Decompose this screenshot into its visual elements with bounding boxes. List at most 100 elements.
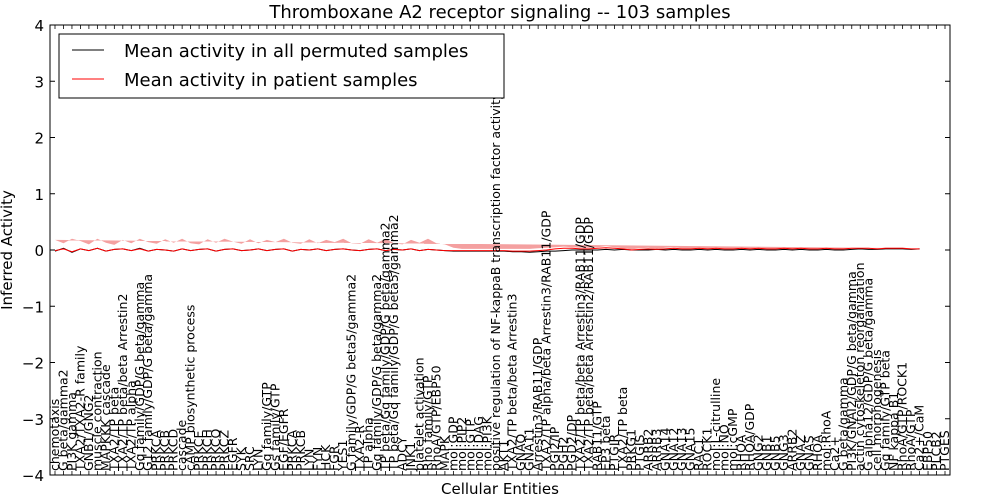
x-tick-label: G12 family/GDP/G beta/gamma — [140, 274, 155, 471]
x-tick-label: TP beta/Gq family/GDP/G beta5/gamma2 — [386, 214, 401, 472]
x-tick-label: mol:L-citrulline — [708, 378, 723, 471]
x-tick-label: TXA2/TP beta — [615, 387, 630, 472]
x-tick-label: RHOA — [734, 434, 749, 471]
x-tick-label: RhoA/GTP — [903, 409, 918, 471]
x-tick-label: GNB5 — [768, 435, 783, 471]
x-tick-label: TXA2/TP alpha — [123, 380, 138, 472]
x-tick-label: RhoA/GTP/ROCK1 — [895, 362, 910, 471]
x-tick-label: PGH2 — [556, 436, 571, 471]
x-tick-label: GNB1 — [759, 435, 774, 471]
x-tick-label: Gq family/GTP — [259, 382, 274, 471]
x-tick-label: GNG2 — [751, 434, 766, 471]
x-tick-label: mol:cGMP — [725, 408, 740, 471]
x-tick-label: NF kappa B1 — [886, 392, 901, 471]
x-tick-label: FYN — [310, 447, 325, 471]
x-tick-label: PRKCD — [166, 429, 181, 471]
x-tick-label: PRKCB — [293, 430, 308, 471]
x-tick-label: TXA2/TP beta/beta Arrestin3/RAB11/GDP — [573, 217, 588, 472]
x-tick-label: PRKCE — [191, 431, 206, 471]
x-tick-label: PTGES — [937, 430, 952, 471]
x-tick-label: platelet activation — [412, 357, 427, 471]
x-tick-layer — [54, 25, 946, 475]
x-tick-label: TXA2/TP beta/beta Arrestin3 — [505, 294, 520, 472]
legend: Mean activity in all permuted samples Me… — [58, 33, 505, 99]
x-tick-label: GNAS — [801, 435, 816, 471]
y-tick-label: 4 — [34, 17, 44, 35]
x-tick-label: TP alpha — [361, 417, 376, 472]
series-line-layer — [54, 247, 920, 253]
x-tick-label: RAC1 — [691, 438, 706, 471]
x-tick-label: TXA2/TP beta/beta Arrestin2 — [115, 294, 130, 472]
x-tick-label: SYK — [234, 446, 249, 471]
x-tick-label: cell morphogenesis — [869, 349, 884, 471]
x-tick-label: GNA12 — [666, 428, 681, 472]
x-tick-label: AKT1 — [496, 440, 511, 471]
y-tick-label: 3 — [34, 73, 44, 91]
x-tick-label: GNA15 — [683, 428, 698, 472]
x-tick-label: TXA2/TP beta — [106, 387, 121, 472]
x-tick-label: LYN — [250, 449, 265, 471]
x-tick-label: G family/GDP/G beta5/gamma2 — [344, 274, 359, 471]
y-tick-label: −3 — [22, 411, 44, 429]
x-tick-label: TP beta/Gq family/GDP/G beta/gamma2 — [378, 222, 393, 472]
x-tick-label: GNAQ — [513, 434, 528, 471]
x-tick-label: mol:PIP2 — [454, 417, 469, 471]
activity-band-layer — [55, 238, 920, 250]
x-tick-label: FGR — [327, 445, 342, 471]
x-tick-label: SRC — [242, 446, 257, 471]
x-tick-label: mol:DAG — [471, 416, 486, 471]
legend-label-patient: Mean activity in patient samples — [124, 70, 418, 91]
x-tick-label: YES1 — [335, 440, 350, 472]
x-tick-label: PGI2/IP — [547, 426, 562, 471]
x-axis-label: Cellular Entities — [441, 480, 559, 498]
x-tick-label: mol:GDP — [445, 416, 460, 471]
x-tick-label: Arrestin3/RAB11/GDP — [530, 337, 545, 471]
x-tick-label: ARRB3 — [649, 429, 664, 471]
x-tick-label: EGFR — [225, 437, 240, 471]
patient-activity-band — [55, 238, 920, 250]
x-tick-label: PRKCZ — [217, 430, 232, 471]
x-tick-label: HCK — [318, 444, 333, 471]
x-tick-label: GNAZ — [793, 435, 808, 471]
y-tick-label: −4 — [22, 467, 44, 485]
x-tick-label: Gq family/GDP/G beta/gamma — [132, 282, 147, 471]
x-tick-label: PTGIS — [632, 434, 647, 471]
x-tick-label: GNB1/GNG2 — [81, 395, 96, 471]
legend-box — [58, 33, 505, 99]
x-tick-label: PGD2/DP — [564, 414, 579, 471]
x-tick-label: RHOA/GDP — [742, 403, 757, 471]
x-tick-label: PRKCQ — [208, 429, 223, 471]
y-tick-label: 0 — [34, 242, 44, 260]
x-tick-label: GNA13 — [674, 428, 689, 472]
legend-label-permuted: Mean activity in all permuted samples — [124, 41, 468, 62]
x-tick-label: Ca2+/CaM — [912, 405, 927, 471]
y-tick-label: 2 — [34, 130, 44, 148]
x-tick-label: GNA14 — [657, 427, 672, 471]
x-tick-label: positive regulation of NF-kappaB transcr… — [488, 92, 503, 471]
x-tick-label: PRKCA — [284, 430, 299, 471]
x-tick-label: mol:RhoA — [818, 410, 833, 471]
x-tick-label: mol:PI3K — [479, 415, 494, 471]
plot-frame — [49, 24, 951, 476]
x-tick-label: cAMP biosynthetic process — [183, 305, 198, 471]
x-tick-label: GNG3 — [776, 434, 791, 471]
x-tick-label: Gs family/GTP — [267, 383, 282, 471]
x-tick-label: PI3K gamma — [64, 392, 79, 471]
x-tick-label: ADCY — [395, 436, 410, 471]
x-tick-label: PRKCH — [200, 429, 215, 471]
x-tick-label: ARRB2 — [640, 429, 655, 471]
x-tick-label: G alpha12/GDP/G beta/gamma — [861, 278, 876, 471]
x-tick-label: GNA11 — [522, 428, 537, 472]
x-tick-label: cascade — [174, 419, 189, 471]
x-tick-label: RhoA/GTP/EBP50 — [428, 365, 443, 471]
y-tick-label: 1 — [34, 186, 44, 204]
x-tick-label: chemotaxis — [47, 399, 62, 471]
x-tick-label: MAPKKK cascade — [98, 364, 113, 471]
x-tick-label: G beta/gamma — [835, 377, 850, 471]
x-tick-label: Gq family/GTP beta — [878, 350, 893, 471]
x-tick-label: PRKCA — [149, 430, 164, 471]
patient-mean-line — [54, 247, 920, 253]
x-tick-label: ROCK1 — [700, 428, 715, 471]
x-tick-label: PI3K/GNAI2/GDP/G beta/gamma — [844, 271, 859, 471]
